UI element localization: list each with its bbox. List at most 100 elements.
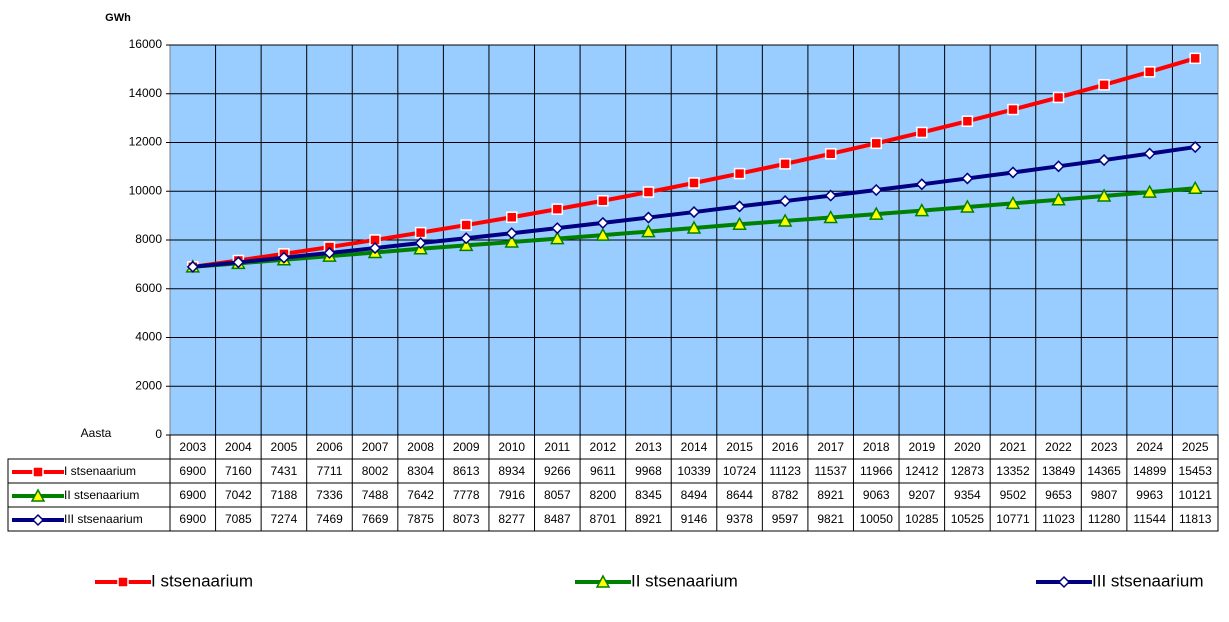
y-tick-label: 0 [155, 427, 162, 441]
table-cell: 8701 [590, 512, 617, 526]
table-cell: 7916 [498, 488, 525, 502]
table-cell: 6900 [179, 512, 206, 526]
y-axis-label: GWh [105, 12, 131, 24]
table-cell: 9146 [681, 512, 708, 526]
marker [31, 513, 45, 527]
table-cell: 8934 [498, 464, 525, 478]
table-cell: 12412 [905, 464, 939, 478]
x-axis-label: Aasta [81, 426, 112, 440]
table-cell: 8277 [498, 512, 525, 526]
x-tick-label: 2022 [1045, 440, 1072, 454]
x-tick-label: 2020 [954, 440, 981, 454]
marker [1051, 192, 1066, 206]
table-cell: 7875 [407, 512, 434, 526]
marker [824, 189, 837, 202]
table-row-label: II stsenaarium [64, 488, 139, 502]
table-cell: 10771 [996, 512, 1030, 526]
marker [550, 231, 565, 245]
marker [687, 206, 701, 219]
x-tick-label: 2005 [271, 440, 298, 454]
y-tick-label: 12000 [129, 135, 163, 149]
legend-label: II stsenaarium [631, 571, 738, 590]
marker [1052, 160, 1065, 173]
x-tick-label: 2011 [544, 440, 570, 454]
marker [870, 183, 883, 197]
marker [688, 177, 700, 189]
table-cell: 8921 [817, 488, 844, 502]
table-cell: 9207 [908, 488, 935, 502]
table-cell: 6900 [179, 464, 206, 478]
table-cell: 7160 [225, 464, 252, 478]
marker [1143, 66, 1156, 78]
table-cell: 9378 [726, 512, 753, 526]
marker [1142, 184, 1157, 198]
table-cell: 10121 [1179, 488, 1213, 502]
marker [596, 216, 609, 229]
marker [323, 246, 336, 260]
table-cell: 8002 [362, 464, 389, 478]
table-cell: 9063 [863, 488, 890, 502]
marker [460, 219, 472, 231]
table-cell: 9963 [1136, 488, 1163, 502]
marker [1007, 103, 1019, 116]
marker [1143, 147, 1156, 160]
marker [732, 216, 747, 231]
table-cell: 8200 [590, 488, 617, 502]
x-tick-label: 2006 [316, 440, 343, 454]
x-tick-label: 2014 [681, 440, 708, 454]
marker [1189, 52, 1201, 65]
table-cell: 11023 [1042, 512, 1075, 526]
marker [32, 466, 44, 478]
marker [916, 126, 928, 139]
table-cell: 9611 [590, 464, 616, 478]
table-cell: 7085 [225, 512, 252, 526]
table-cell: 9653 [1045, 488, 1072, 502]
x-tick-label: 2023 [1091, 440, 1118, 454]
table-cell: 9266 [544, 464, 571, 478]
legend-label: III stsenaarium [1092, 571, 1204, 590]
table-cell: 8487 [544, 512, 571, 526]
marker [1052, 91, 1065, 104]
table-cell: 8073 [453, 512, 480, 526]
table-cell: 9502 [1000, 488, 1027, 502]
marker [1006, 166, 1020, 179]
marker [961, 115, 974, 127]
table-cell: 11544 [1133, 512, 1166, 526]
marker [915, 178, 928, 191]
marker [504, 234, 520, 248]
y-tick-label: 6000 [135, 281, 162, 295]
table-cell: 11280 [1088, 512, 1121, 526]
y-tick-label: 4000 [135, 330, 162, 344]
table-cell: 7188 [271, 488, 298, 502]
x-tick-label: 2018 [863, 440, 890, 454]
table-cell: 13849 [1042, 464, 1076, 478]
legend-label: I stsenaarium [151, 571, 253, 590]
marker [551, 203, 564, 215]
marker [368, 242, 382, 255]
table-cell: 8057 [544, 488, 571, 502]
table-cell: 11966 [860, 464, 893, 478]
marker [414, 226, 427, 239]
marker [824, 148, 837, 160]
marker [870, 137, 883, 150]
x-tick-label: 2016 [772, 440, 799, 454]
x-tick-label: 2012 [590, 440, 617, 454]
marker [1098, 153, 1111, 167]
table-cell: 14899 [1133, 464, 1167, 478]
table-cell: 9821 [817, 512, 844, 526]
x-tick-label: 2009 [453, 440, 480, 454]
table-cell: 7669 [362, 512, 389, 526]
x-tick-label: 2003 [179, 440, 206, 454]
marker [595, 227, 611, 241]
marker [595, 574, 611, 588]
table-cell: 9597 [772, 512, 799, 526]
table-cell: 12873 [951, 464, 985, 478]
table-cell: 7336 [316, 488, 343, 502]
marker [642, 186, 655, 198]
marker [597, 194, 609, 207]
marker [505, 211, 518, 223]
table-cell: 13352 [996, 464, 1030, 478]
table-cell: 8345 [635, 488, 662, 502]
marker [1098, 79, 1110, 91]
